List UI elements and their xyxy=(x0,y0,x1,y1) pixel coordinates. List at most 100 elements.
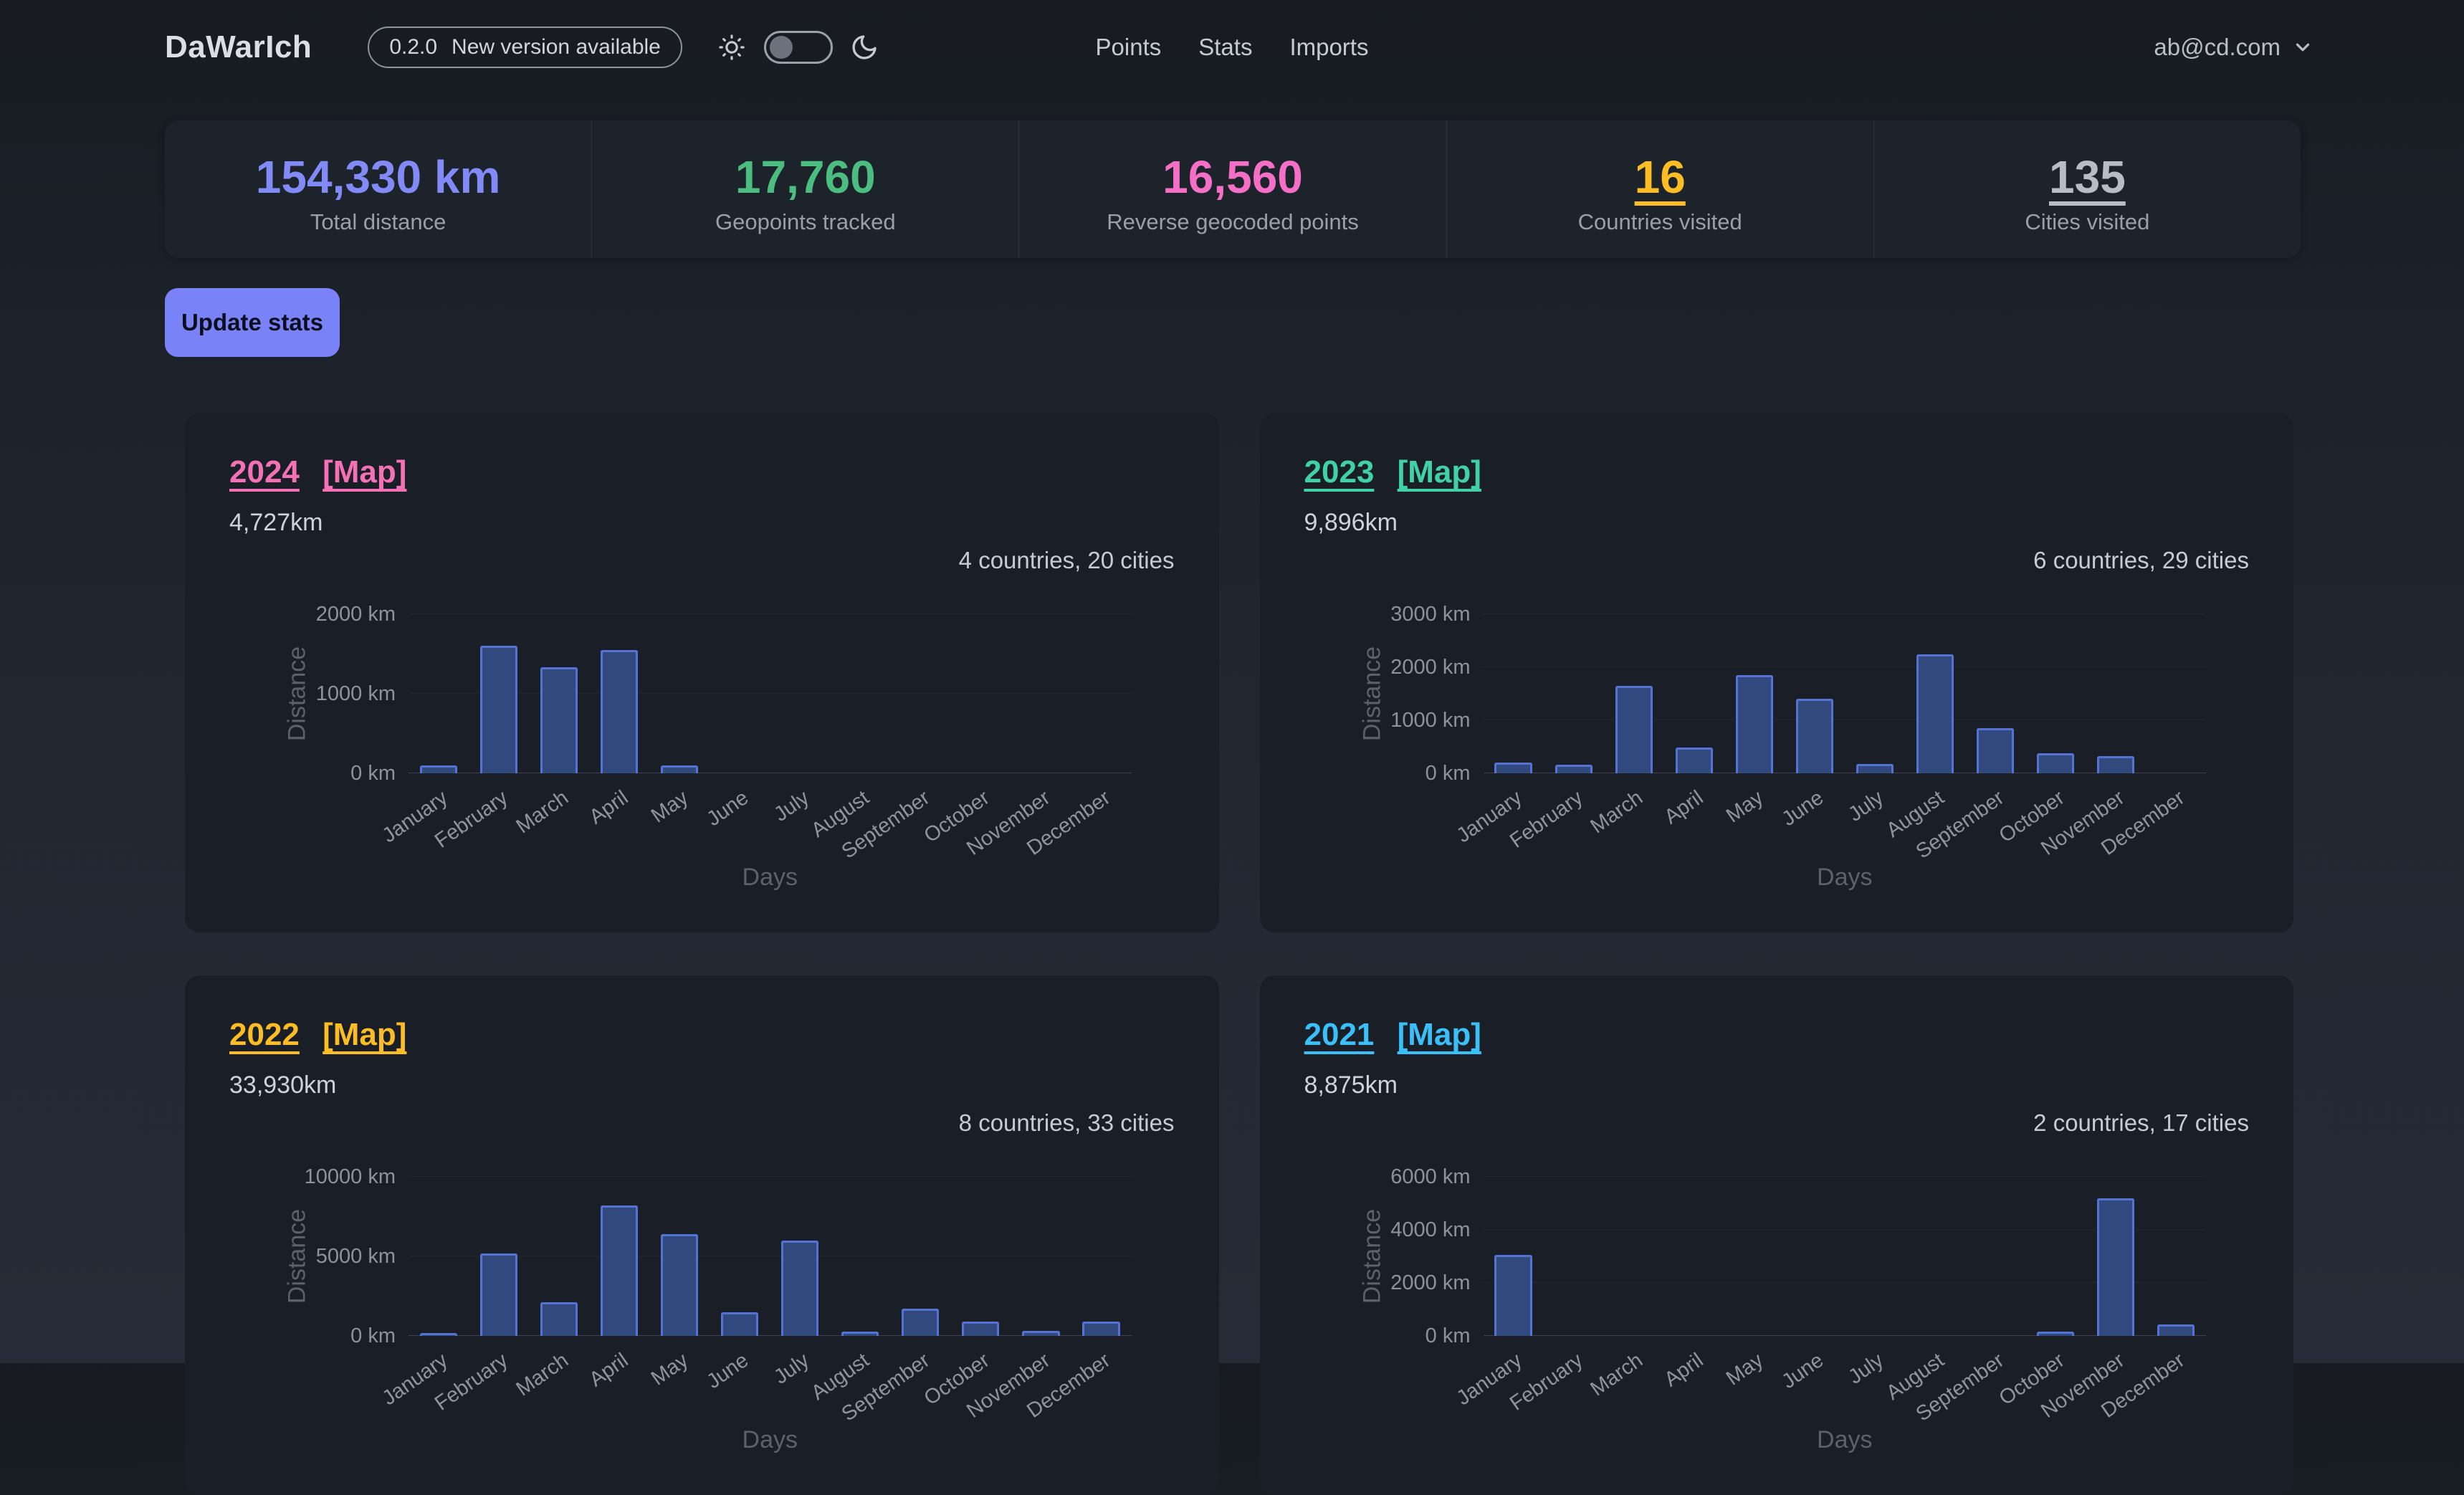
bar-april xyxy=(601,1205,639,1336)
bars xyxy=(409,614,1132,773)
x-tick-label: May xyxy=(1722,786,1768,828)
bar-chart-2021: 0 km 2000 km 4000 km 6000 km January February… xyxy=(1304,1141,2250,1453)
y-tick-label: 1000 km xyxy=(1390,709,1471,732)
x-axis-title: Days xyxy=(1817,864,1873,891)
stat-geopoints-value: 17,760 xyxy=(735,151,876,203)
bar-slot xyxy=(1664,1177,1724,1336)
map-link-2022[interactable]: [Map] xyxy=(323,1017,407,1052)
nav-link-imports[interactable]: Imports xyxy=(1289,34,1369,60)
bar-slot xyxy=(1604,614,1664,773)
year-link-2024[interactable]: 2024 xyxy=(229,454,300,489)
year-link-2021[interactable]: 2021 xyxy=(1304,1017,1375,1052)
gridline xyxy=(1483,1282,2206,1284)
bar-slot xyxy=(649,1177,710,1336)
map-link-2024[interactable]: [Map] xyxy=(323,454,407,489)
bar-slot xyxy=(1544,614,1604,773)
bar-slot xyxy=(1484,1177,1544,1336)
bar-slot xyxy=(2146,1177,2206,1336)
bar-january xyxy=(419,1332,458,1336)
nav-link-stats[interactable]: Stats xyxy=(1198,34,1253,60)
bar-chart-2022: 0 km 5000 km 10000 km January February March A… xyxy=(229,1141,1175,1453)
x-tick-label: April xyxy=(1660,786,1708,829)
nav-link-points[interactable]: Points xyxy=(1095,34,1162,60)
bar-slot xyxy=(770,1177,830,1336)
x-tick-label: May xyxy=(647,786,693,828)
stat-total-distance-label: Total distance xyxy=(310,209,447,234)
x-tick-label: July xyxy=(1844,786,1888,826)
bar-slot xyxy=(1011,614,1071,773)
x-tick-label: July xyxy=(770,786,813,826)
bar-april xyxy=(1675,748,1713,773)
card-title: 2021 [Map] xyxy=(1304,1017,2250,1053)
bar-october xyxy=(2036,1332,2074,1336)
y-tick-label: 4000 km xyxy=(1390,1218,1471,1242)
chart-plot: 0 km 2000 km 4000 km 6000 km January February… xyxy=(1390,1166,2207,1426)
bar-slot xyxy=(2025,614,2086,773)
y-axis-title: Distance xyxy=(1358,646,1385,742)
chevron-down-icon xyxy=(2292,37,2313,58)
x-tick-label: May xyxy=(647,1349,693,1390)
app-logo[interactable]: DaWarIch xyxy=(165,29,312,65)
bar-january xyxy=(419,765,458,773)
bar-slot xyxy=(589,614,649,773)
year-card-2023: 2023 [Map] 9,896km 6 countries, 29 citie… xyxy=(1259,413,2293,932)
bar-slot xyxy=(2025,1177,2086,1336)
year-cards-grid: 2024 [Map] 4,727km 4 countries, 20 citie… xyxy=(185,413,2293,1495)
stat-geopoints: 17,760 Geopoints tracked xyxy=(591,120,1018,258)
stat-countries-value[interactable]: 16 xyxy=(1634,151,1686,203)
stat-cities-value[interactable]: 135 xyxy=(2049,151,2126,203)
user-menu[interactable]: ab@cd.com xyxy=(2154,34,2313,61)
version-badge[interactable]: 0.2.0 New version available xyxy=(368,27,682,68)
bar-slot xyxy=(409,614,469,773)
bar-slot xyxy=(529,1177,589,1336)
stat-reverse-geocoded-value: 16,560 xyxy=(1162,151,1303,203)
bar-slot xyxy=(830,614,890,773)
bar-february xyxy=(480,1253,518,1336)
x-tick-label: June xyxy=(702,1349,753,1394)
bar-slot xyxy=(890,1177,950,1336)
x-axis-line xyxy=(409,1335,1132,1336)
bar-january xyxy=(1494,1255,1532,1336)
bar-slot xyxy=(1785,614,1845,773)
map-link-2021[interactable]: [Map] xyxy=(1397,1017,1481,1052)
bar-august xyxy=(1916,654,1954,773)
bar-may xyxy=(1735,675,1773,773)
bar-slot xyxy=(1785,1177,1845,1336)
map-link-2023[interactable]: [Map] xyxy=(1397,454,1481,489)
bar-slot xyxy=(1965,614,2025,773)
y-tick-label: 0 km xyxy=(350,762,396,785)
bar-slot xyxy=(1905,1177,1965,1336)
bar-slot xyxy=(649,614,710,773)
bar-slot xyxy=(1071,614,1132,773)
x-axis-title: Days xyxy=(1817,1426,1873,1453)
bar-slot xyxy=(890,614,950,773)
x-tick-label: April xyxy=(585,786,633,829)
main-nav: Points Stats Imports xyxy=(1096,34,1369,61)
x-tick-label: June xyxy=(1777,1349,1828,1394)
update-stats-button[interactable]: Update stats xyxy=(165,288,340,357)
stat-countries-label: Countries visited xyxy=(1577,209,1742,234)
bar-slot xyxy=(1604,1177,1664,1336)
y-tick-label: 2000 km xyxy=(1390,1271,1471,1295)
gridline xyxy=(1483,1229,2206,1231)
bar-december xyxy=(1082,1322,1120,1336)
year-card-2021: 2021 [Map] 8,875km 2 countries, 17 citie… xyxy=(1259,975,2293,1495)
x-tick-label: July xyxy=(1844,1349,1888,1389)
year-link-2022[interactable]: 2022 xyxy=(229,1017,300,1052)
y-tick-label: 0 km xyxy=(1425,1324,1471,1347)
y-tick-label: 0 km xyxy=(350,1324,396,1347)
year-link-2023[interactable]: 2023 xyxy=(1304,454,1375,489)
y-axis-title: Distance xyxy=(1358,1208,1385,1304)
year-distance: 4,727km xyxy=(229,509,323,536)
bars xyxy=(1484,1177,2207,1336)
sun-icon xyxy=(717,32,747,62)
bar-september xyxy=(1976,728,2014,773)
bar-slot xyxy=(409,1177,469,1336)
y-tick-label: 2000 km xyxy=(1390,656,1471,679)
x-axis-title: Days xyxy=(742,1426,798,1453)
y-tick-label: 0 km xyxy=(1425,762,1471,785)
y-tick-label: 10000 km xyxy=(304,1165,396,1188)
new-version-label: New version available xyxy=(452,35,661,59)
theme-toggle[interactable] xyxy=(763,31,833,64)
y-tick-label: 5000 km xyxy=(315,1245,396,1268)
